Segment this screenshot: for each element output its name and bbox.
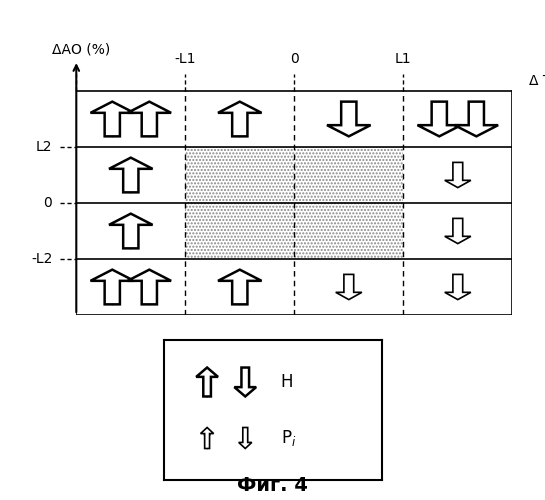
FancyArrow shape [417, 102, 461, 136]
Text: Δ Тср (°C): Δ Тср (°C) [529, 74, 545, 88]
Text: 0: 0 [290, 52, 299, 66]
FancyArrow shape [218, 102, 262, 136]
Bar [185, 147, 294, 203]
Text: Р$_i$: Р$_i$ [281, 428, 296, 448]
FancyArrow shape [234, 368, 256, 396]
FancyArrow shape [128, 270, 171, 304]
Text: Н: Н [281, 373, 293, 391]
Text: Фиг. 4: Фиг. 4 [237, 476, 308, 495]
FancyArrow shape [327, 102, 371, 136]
FancyArrow shape [445, 274, 471, 299]
FancyArrow shape [90, 102, 134, 136]
Text: -L2: -L2 [31, 252, 52, 266]
Bar [294, 147, 403, 203]
FancyArrow shape [239, 428, 252, 448]
FancyArrow shape [90, 270, 134, 304]
FancyArrow shape [455, 102, 498, 136]
FancyArrow shape [109, 158, 153, 192]
FancyArrow shape [445, 218, 471, 244]
FancyArrow shape [201, 428, 214, 448]
FancyArrow shape [128, 102, 171, 136]
Text: L1: L1 [395, 52, 411, 66]
Text: L2: L2 [36, 140, 52, 154]
Text: -L1: -L1 [174, 52, 196, 66]
Text: ΔАО (%): ΔАО (%) [52, 42, 111, 56]
FancyArrow shape [196, 368, 218, 396]
Bar [294, 203, 403, 259]
Text: 0: 0 [44, 196, 52, 210]
FancyArrow shape [218, 270, 262, 304]
Bar [185, 203, 294, 259]
FancyArrow shape [109, 214, 153, 248]
FancyArrow shape [336, 274, 362, 299]
FancyArrow shape [445, 162, 471, 188]
